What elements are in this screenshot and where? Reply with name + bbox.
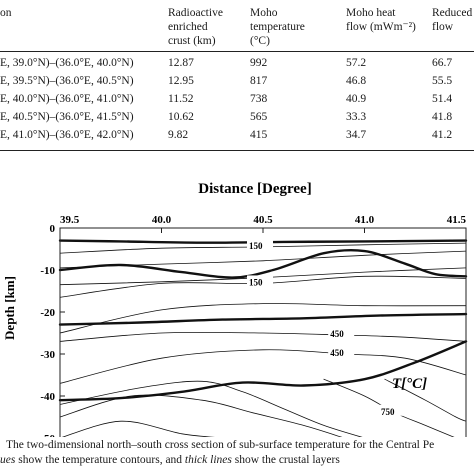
temperature-contour-line [59, 303, 467, 334]
temperature-cross-section-figure: Distance [Degree] Depth [km] 39.5 40.0 40.… [2, 181, 468, 437]
contour-label-bg [378, 404, 405, 416]
cell-temp: 415 [250, 129, 268, 141]
contour-label: 750 [381, 407, 395, 417]
cell-crust: 9.82 [168, 129, 189, 141]
crustal-layer-line [58, 248, 468, 279]
caption-italic-a: ues [0, 454, 16, 466]
contour-label: 150 [249, 277, 263, 287]
crustal-layer-line [58, 340, 468, 402]
table-header-moho-flow: Moho heat flow (mWm⁻²) [346, 7, 416, 33]
x-tick-label: 41.0 [355, 214, 375, 226]
cell-temp: 565 [250, 111, 268, 123]
cell-reduced: 41.8 [432, 111, 453, 123]
x-tick-label: 41.5 [447, 214, 467, 226]
cell-moho-flow: 57.2 [346, 57, 367, 69]
temperature-contour-line [59, 380, 363, 437]
temperature-contour-line [59, 349, 467, 384]
cell-temp: 992 [250, 57, 268, 69]
cell-crust: 12.87 [168, 57, 194, 69]
y-axis-label: Depth [km] [2, 276, 17, 340]
cell-section: E, 41.0°N)–(36.0°E, 42.0°N) [0, 129, 134, 141]
y-tick-label: -10 [40, 265, 55, 277]
caption-line-1: The two-dimensional north–south cross se… [6, 439, 435, 451]
table-header-section: on [0, 7, 12, 19]
caption-line-2: ues show the temperature contours, and t… [0, 453, 474, 468]
cell-moho-flow: 33.3 [346, 111, 367, 123]
cell-section: E, 39.5°N)–(36.0°E, 40.5°N) [0, 75, 134, 87]
contour-label-bg [247, 275, 273, 287]
table-header-reduced: Reduced flow [432, 7, 473, 33]
y-tick-label: -20 [40, 307, 55, 319]
cell-moho-flow: 46.8 [346, 75, 367, 87]
temperature-contour-line [61, 420, 216, 437]
figure-caption: The two-dimensional north–south cross se… [0, 438, 474, 468]
plot-frame [59, 227, 467, 437]
contour-label-bg [328, 327, 355, 339]
contour-label-bg [328, 346, 355, 357]
cell-moho-flow: 34.7 [346, 129, 367, 141]
y-tick-label: -40 [40, 391, 55, 403]
cell-crust: 12.95 [168, 75, 194, 87]
contour-label: 150 [249, 241, 263, 251]
cell-section: E, 40.5°N)–(36.0°E, 41.5°N) [0, 111, 134, 123]
x-tick-label: 40.5 [253, 214, 273, 226]
cell-temp: 738 [250, 93, 268, 105]
cell-reduced: 66.7 [432, 57, 453, 69]
figure-title: Distance [Degree] [198, 181, 311, 197]
y-tick-label: -30 [40, 349, 55, 361]
table-header-crust: Radioactive enriched crust (km) [168, 7, 223, 47]
cell-reduced: 41.2 [432, 129, 453, 141]
y-tick-label: 0 [50, 223, 56, 235]
y-tick-label: -50 [40, 433, 55, 437]
results-table: on Radioactive enriched crust (km) Moho … [0, 0, 474, 165]
cell-temp: 817 [250, 75, 268, 87]
cell-section: E, 39.0°N)–(36.0°E, 40.0°N) [0, 57, 134, 69]
caption-text-a: show the temperature contours, and [15, 454, 185, 466]
contour-label: 450 [330, 348, 344, 358]
caption-italic-b: thick lines [184, 454, 232, 466]
cell-crust: 10.62 [168, 111, 194, 123]
contour-label: 450 [330, 329, 344, 339]
table-bottom-rule [0, 150, 474, 151]
temperature-contour-line [59, 331, 467, 342]
x-tick-label: 39.5 [60, 214, 80, 226]
contour-label-bg [247, 238, 273, 250]
cell-reduced: 51.4 [432, 93, 453, 105]
caption-text-b: show the crustal layers [231, 454, 340, 466]
cell-crust: 11.52 [168, 93, 194, 105]
x-tick-label: 40.0 [152, 214, 172, 226]
cell-moho-flow: 40.9 [346, 93, 367, 105]
cell-section: E, 40.0°N)–(36.0°E, 41.0°N) [0, 93, 134, 105]
temperature-annotation: T[°C] [392, 376, 427, 392]
table-header-moho-temp: Moho temperature (°C) [250, 7, 305, 47]
temperature-contour-line [59, 250, 467, 269]
cell-reduced: 55.5 [432, 75, 453, 87]
table-header-rule [0, 51, 474, 52]
temperature-contour-line [384, 378, 467, 422]
temperature-contour-line [59, 394, 343, 437]
crustal-layer-line [58, 312, 468, 326]
